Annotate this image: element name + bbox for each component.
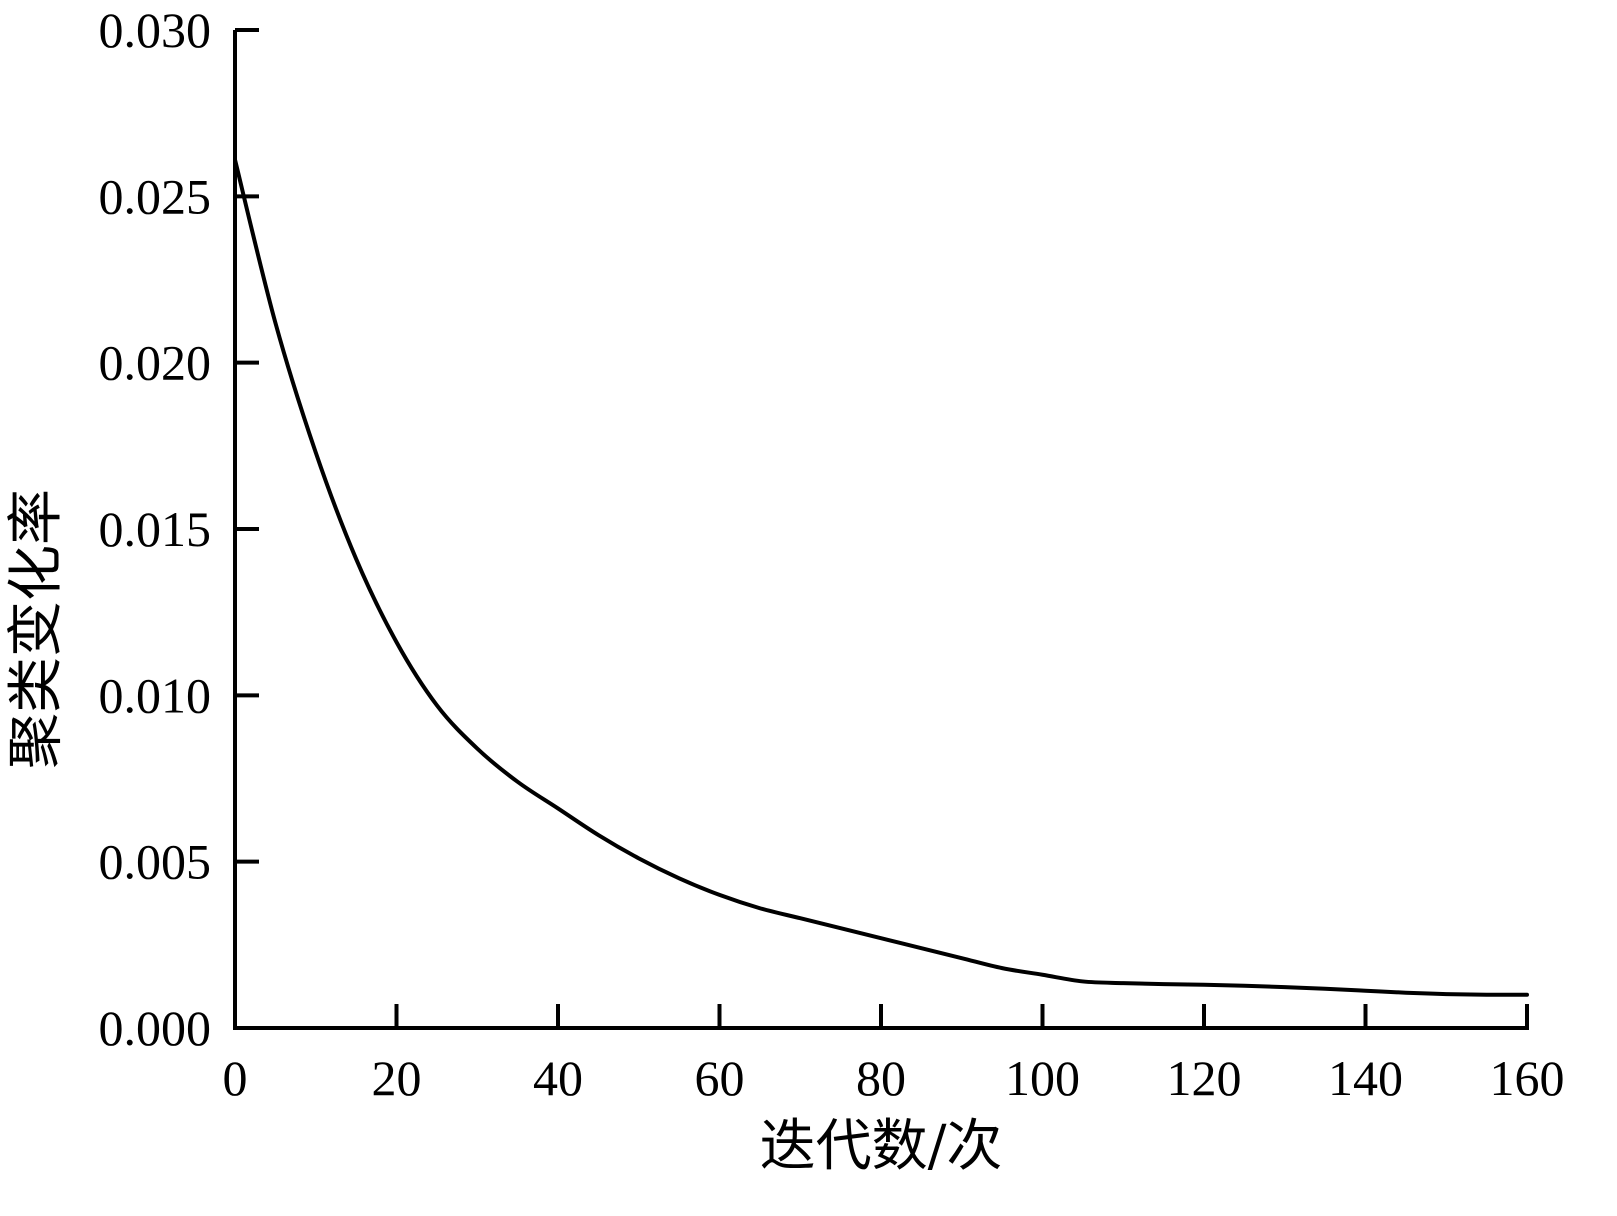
x-tick-label: 0 <box>223 1050 248 1106</box>
y-tick-label: 0.000 <box>99 1000 212 1056</box>
x-tick-label: 60 <box>695 1050 745 1106</box>
x-tick-label: 160 <box>1490 1050 1565 1106</box>
x-tick-label: 20 <box>372 1050 422 1106</box>
y-axis-title: 聚类变化率 <box>4 489 69 769</box>
y-tick-label: 0.005 <box>99 834 212 890</box>
plot-area: 0.000 0.005 0.010 0.015 0.020 0.025 0.030 0 20 40… <box>99 2 1565 1106</box>
y-tick-label: 0.010 <box>99 667 212 723</box>
x-tick-label: 40 <box>533 1050 583 1106</box>
y-tick-label: 0.030 <box>99 2 212 58</box>
x-axis-title: 迭代数/次 <box>760 1114 1003 1179</box>
y-tick-label: 0.020 <box>99 335 212 391</box>
y-tick-label: 0.025 <box>99 168 212 224</box>
x-tick-label: 80 <box>856 1050 906 1106</box>
y-tick-label: 0.015 <box>99 501 212 557</box>
x-tick-label: 140 <box>1328 1050 1403 1106</box>
x-tick-label: 120 <box>1167 1050 1242 1106</box>
x-tick-label: 100 <box>1005 1050 1080 1106</box>
series-line <box>233 157 1529 997</box>
